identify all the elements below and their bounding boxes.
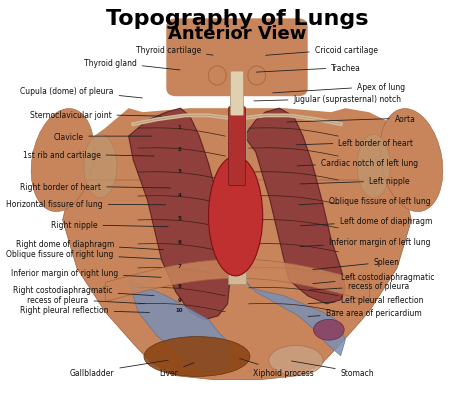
Ellipse shape xyxy=(209,157,263,276)
Text: Cardiac notch of left lung: Cardiac notch of left lung xyxy=(297,158,418,167)
Ellipse shape xyxy=(31,109,94,212)
Text: 6: 6 xyxy=(178,240,182,245)
Text: 2: 2 xyxy=(178,146,182,151)
Text: 3: 3 xyxy=(178,168,182,173)
Text: Right costodiaphragmatic: Right costodiaphragmatic xyxy=(13,286,154,296)
Text: Jugular (suprasternal) notch: Jugular (suprasternal) notch xyxy=(254,95,401,103)
Text: Cupula (dome) of pleura: Cupula (dome) of pleura xyxy=(20,87,142,99)
Text: Aorta: Aorta xyxy=(287,114,416,124)
Text: 1: 1 xyxy=(178,124,182,129)
Text: Trachea: Trachea xyxy=(256,64,361,73)
Text: Bare area of pericardium: Bare area of pericardium xyxy=(308,308,421,317)
Ellipse shape xyxy=(208,67,226,86)
Text: Oblique fissure of left lung: Oblique fissure of left lung xyxy=(299,197,430,206)
Text: Thyroid gland: Thyroid gland xyxy=(84,59,180,71)
Text: Left pleural reflection: Left pleural reflection xyxy=(308,295,423,304)
Polygon shape xyxy=(228,113,246,284)
Ellipse shape xyxy=(357,135,390,198)
Polygon shape xyxy=(128,280,230,372)
Text: Inferior margin of right lung: Inferior margin of right lung xyxy=(11,269,161,277)
Polygon shape xyxy=(244,109,346,304)
Text: recess of pleura: recess of pleura xyxy=(27,295,145,304)
Text: Right border of heart: Right border of heart xyxy=(20,182,171,191)
Text: 1st rib and cartilage: 1st rib and cartilage xyxy=(23,150,154,159)
Text: Gallbladder: Gallbladder xyxy=(70,360,168,377)
Text: Right pleural reflection: Right pleural reflection xyxy=(20,306,149,314)
Ellipse shape xyxy=(144,337,250,377)
Text: Liver: Liver xyxy=(159,363,194,377)
Text: Left nipple: Left nipple xyxy=(300,177,410,186)
Ellipse shape xyxy=(380,109,443,212)
Text: 10: 10 xyxy=(176,308,183,312)
Ellipse shape xyxy=(269,346,323,375)
Text: Right nipple: Right nipple xyxy=(51,221,168,230)
Text: Stomach: Stomach xyxy=(292,361,374,377)
Text: Oblique fissure of right lung: Oblique fissure of right lung xyxy=(6,250,161,259)
Text: Sternoclavicular joint: Sternoclavicular joint xyxy=(30,110,161,119)
Polygon shape xyxy=(244,280,346,356)
Text: Cricoid cartilage: Cricoid cartilage xyxy=(266,45,378,56)
Polygon shape xyxy=(63,180,411,380)
Text: Thyroid cartilage: Thyroid cartilage xyxy=(136,45,213,56)
Ellipse shape xyxy=(84,135,117,198)
Text: recess of pleura: recess of pleura xyxy=(310,282,409,291)
Text: Clavicle: Clavicle xyxy=(53,132,152,141)
Text: Inferior margin of left lung: Inferior margin of left lung xyxy=(300,238,430,247)
Polygon shape xyxy=(39,109,435,180)
Ellipse shape xyxy=(248,67,266,86)
Text: Left costodiaphragmatic: Left costodiaphragmatic xyxy=(313,272,434,284)
Text: Right dome of diaphragm: Right dome of diaphragm xyxy=(16,240,164,250)
Text: Topography of Lungs: Topography of Lungs xyxy=(106,9,368,29)
Text: Left dome of diaphragm: Left dome of diaphragm xyxy=(300,217,432,226)
Text: Anterior View: Anterior View xyxy=(168,25,306,43)
Ellipse shape xyxy=(314,320,344,340)
Text: Horizontal fissure of lung: Horizontal fissure of lung xyxy=(6,200,166,209)
Text: 4: 4 xyxy=(178,192,182,197)
Text: Spleen: Spleen xyxy=(313,258,400,270)
FancyBboxPatch shape xyxy=(228,107,246,186)
Text: 7: 7 xyxy=(178,264,182,269)
Text: Left border of heart: Left border of heart xyxy=(296,138,413,147)
Text: Apex of lung: Apex of lung xyxy=(273,83,405,93)
Polygon shape xyxy=(128,109,230,320)
Text: 9: 9 xyxy=(178,298,182,302)
FancyBboxPatch shape xyxy=(166,19,308,97)
FancyBboxPatch shape xyxy=(230,72,244,116)
Text: Xiphoid process: Xiphoid process xyxy=(240,358,314,377)
Text: 8: 8 xyxy=(178,284,182,289)
Text: 5: 5 xyxy=(178,216,182,221)
